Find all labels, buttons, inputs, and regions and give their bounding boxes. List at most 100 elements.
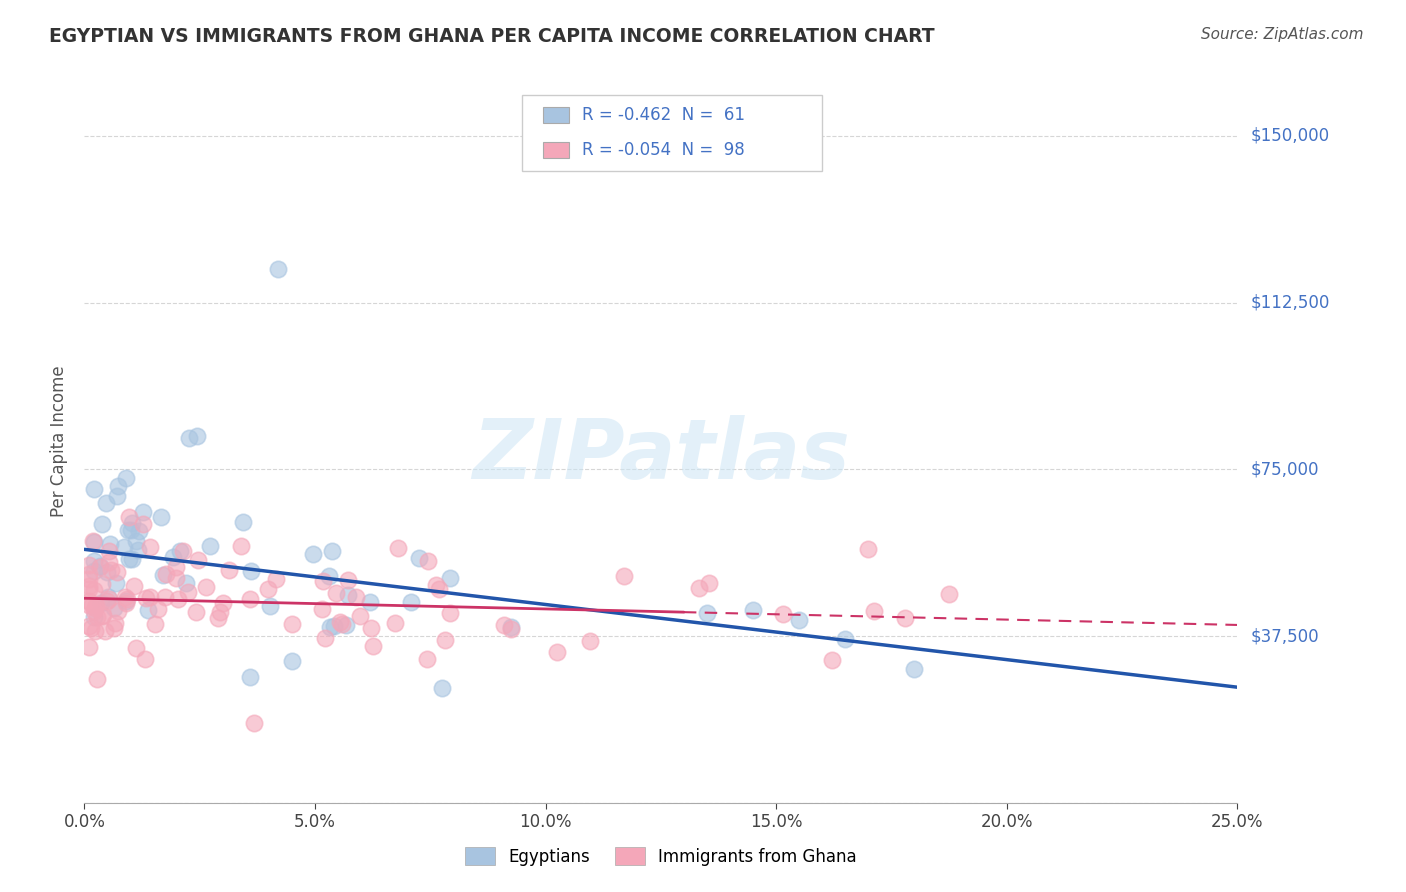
Point bbox=[155, 567, 177, 582]
Point bbox=[325, 586, 347, 600]
Point bbox=[114, 596, 136, 610]
Point bbox=[187, 553, 209, 567]
Point bbox=[94, 496, 117, 510]
Point bbox=[938, 587, 960, 601]
Point bbox=[83, 554, 105, 568]
Point bbox=[115, 593, 138, 607]
Point bbox=[349, 609, 371, 624]
Point bbox=[83, 582, 105, 597]
Point bbox=[94, 624, 117, 638]
Point bbox=[612, 569, 634, 583]
Point bbox=[91, 517, 114, 532]
Point bbox=[329, 615, 352, 629]
Point bbox=[264, 572, 287, 586]
Legend: Egyptians, Immigrants from Ghana: Egyptians, Immigrants from Ghana bbox=[457, 839, 865, 874]
Point bbox=[77, 582, 100, 596]
Point bbox=[125, 641, 148, 656]
Point bbox=[281, 616, 304, 631]
Point bbox=[336, 573, 359, 587]
Point bbox=[105, 489, 128, 503]
Text: Source: ZipAtlas.com: Source: ZipAtlas.com bbox=[1201, 27, 1364, 42]
Point bbox=[91, 609, 114, 624]
Point bbox=[97, 591, 120, 605]
Point bbox=[772, 607, 794, 621]
Point bbox=[903, 662, 925, 676]
Point bbox=[80, 621, 103, 635]
Point bbox=[218, 563, 240, 577]
Point bbox=[321, 544, 343, 558]
Point bbox=[120, 523, 142, 537]
Point bbox=[134, 652, 156, 666]
Point bbox=[105, 565, 128, 579]
Point bbox=[91, 608, 114, 623]
Point bbox=[103, 621, 125, 635]
Point bbox=[139, 540, 162, 554]
Point bbox=[107, 604, 129, 618]
Point bbox=[184, 606, 207, 620]
Point bbox=[104, 575, 127, 590]
Point bbox=[132, 516, 155, 531]
Point bbox=[259, 599, 281, 613]
FancyBboxPatch shape bbox=[523, 95, 823, 170]
Point bbox=[384, 616, 406, 631]
Point bbox=[408, 550, 430, 565]
Point bbox=[834, 632, 856, 646]
Point bbox=[77, 567, 100, 582]
Point bbox=[229, 539, 252, 553]
Point bbox=[894, 610, 917, 624]
Point bbox=[152, 567, 174, 582]
Point bbox=[77, 572, 100, 586]
Point bbox=[494, 618, 516, 632]
Point bbox=[311, 601, 333, 615]
Point bbox=[387, 541, 409, 556]
Point bbox=[107, 479, 129, 493]
Point bbox=[821, 653, 844, 667]
Point bbox=[143, 617, 166, 632]
Point bbox=[332, 617, 354, 632]
Point bbox=[200, 539, 222, 553]
Point bbox=[98, 555, 121, 569]
Point bbox=[863, 604, 886, 618]
Point bbox=[77, 598, 100, 612]
Point bbox=[84, 624, 107, 638]
Point bbox=[433, 633, 456, 648]
Point bbox=[167, 592, 190, 607]
Point bbox=[96, 566, 118, 580]
Point bbox=[103, 601, 125, 615]
Point bbox=[499, 620, 522, 634]
Point bbox=[256, 582, 278, 596]
Point bbox=[135, 591, 157, 606]
Point bbox=[546, 645, 568, 659]
Point bbox=[82, 534, 104, 549]
Point bbox=[115, 591, 138, 606]
Text: R = -0.462  N =  61: R = -0.462 N = 61 bbox=[582, 106, 745, 124]
Point bbox=[174, 576, 197, 591]
Point bbox=[335, 618, 357, 632]
Point bbox=[430, 681, 453, 695]
FancyBboxPatch shape bbox=[543, 107, 568, 123]
Point bbox=[82, 598, 104, 612]
Point bbox=[302, 547, 325, 561]
Point bbox=[418, 554, 440, 568]
Point bbox=[165, 571, 187, 585]
Point bbox=[115, 470, 138, 484]
Point bbox=[86, 673, 108, 687]
Point bbox=[149, 509, 172, 524]
Point bbox=[239, 592, 262, 607]
Point bbox=[399, 595, 422, 609]
Point bbox=[318, 620, 340, 634]
Point bbox=[427, 582, 450, 596]
Point bbox=[360, 621, 382, 635]
Text: EGYPTIAN VS IMMIGRANTS FROM GHANA PER CAPITA INCOME CORRELATION CHART: EGYPTIAN VS IMMIGRANTS FROM GHANA PER CA… bbox=[49, 27, 935, 45]
Point bbox=[696, 606, 718, 620]
Point bbox=[84, 599, 107, 613]
Point bbox=[132, 505, 155, 519]
Point bbox=[122, 579, 145, 593]
Point bbox=[312, 574, 335, 588]
Point bbox=[742, 603, 765, 617]
Point bbox=[787, 613, 810, 627]
Point bbox=[177, 431, 200, 445]
Point bbox=[121, 552, 143, 566]
Point bbox=[239, 564, 262, 578]
Point bbox=[89, 559, 111, 574]
